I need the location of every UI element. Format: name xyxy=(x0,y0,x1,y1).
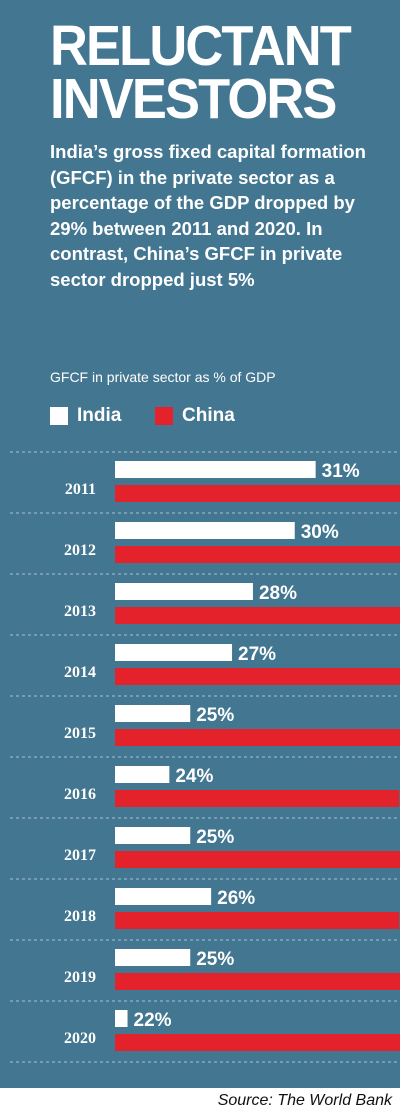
year-label: 2019 xyxy=(64,969,96,986)
data-label-india: 25% xyxy=(196,705,234,726)
title-line-2: INVESTORS xyxy=(50,67,337,131)
data-label-india: 24% xyxy=(175,766,213,787)
bar-china xyxy=(115,729,400,746)
bar-chart: 201131%39%201230%39%201328%40%201427%39%… xyxy=(10,451,400,1063)
year-label: 2011 xyxy=(65,481,96,498)
data-label-india: 25% xyxy=(196,827,234,848)
legend-label-china: China xyxy=(182,405,235,426)
bar-china xyxy=(115,485,400,502)
legend-swatch-china xyxy=(155,407,173,425)
year-label: 2013 xyxy=(64,603,96,620)
data-label-india: 27% xyxy=(238,644,276,665)
bar-china xyxy=(115,851,400,868)
bar-china xyxy=(115,546,400,563)
value-axis-label: GFCF in private sector as % of GDP xyxy=(50,369,276,385)
year-label: 2015 xyxy=(64,725,96,742)
year-label: 2014 xyxy=(64,664,96,681)
data-label-india: 30% xyxy=(301,522,339,543)
bar-india xyxy=(115,583,253,600)
data-label-india: 31% xyxy=(322,461,360,482)
year-label: 2018 xyxy=(64,908,96,925)
year-label: 2016 xyxy=(64,786,96,803)
data-label-india: 26% xyxy=(217,888,255,909)
legend-swatch-india xyxy=(50,407,68,425)
bar-india xyxy=(115,705,191,722)
bar-india xyxy=(115,766,170,783)
bar-china xyxy=(115,912,400,929)
bar-india xyxy=(115,949,191,966)
data-label-india: 28% xyxy=(259,583,297,604)
bar-india xyxy=(115,644,233,661)
year-label: 2017 xyxy=(64,847,96,864)
year-label: 2020 xyxy=(64,1030,96,1047)
bar-india xyxy=(115,1010,128,1027)
chart-panel: RELUCTANT INVESTORS India’s gross fixed … xyxy=(0,0,400,1088)
bar-china xyxy=(115,668,400,685)
data-label-india: 25% xyxy=(196,949,234,970)
year-label: 2012 xyxy=(64,542,96,559)
bar-china xyxy=(115,607,400,624)
bar-china xyxy=(115,790,400,807)
source-note: Source: The World Bank xyxy=(217,1092,392,1109)
bar-china xyxy=(115,1034,400,1051)
data-label-india: 22% xyxy=(134,1010,172,1031)
bar-india xyxy=(115,827,191,844)
bar-india xyxy=(115,522,295,539)
legend-label-india: India xyxy=(77,405,122,426)
bar-china xyxy=(115,973,400,990)
chart-title: RELUCTANT INVESTORS xyxy=(50,14,367,131)
title-line-1: RELUCTANT xyxy=(50,14,352,78)
bar-india xyxy=(115,461,316,478)
bar-india xyxy=(115,888,212,905)
chart-subtitle: India’s gross fixed capital formation (G… xyxy=(50,141,366,290)
